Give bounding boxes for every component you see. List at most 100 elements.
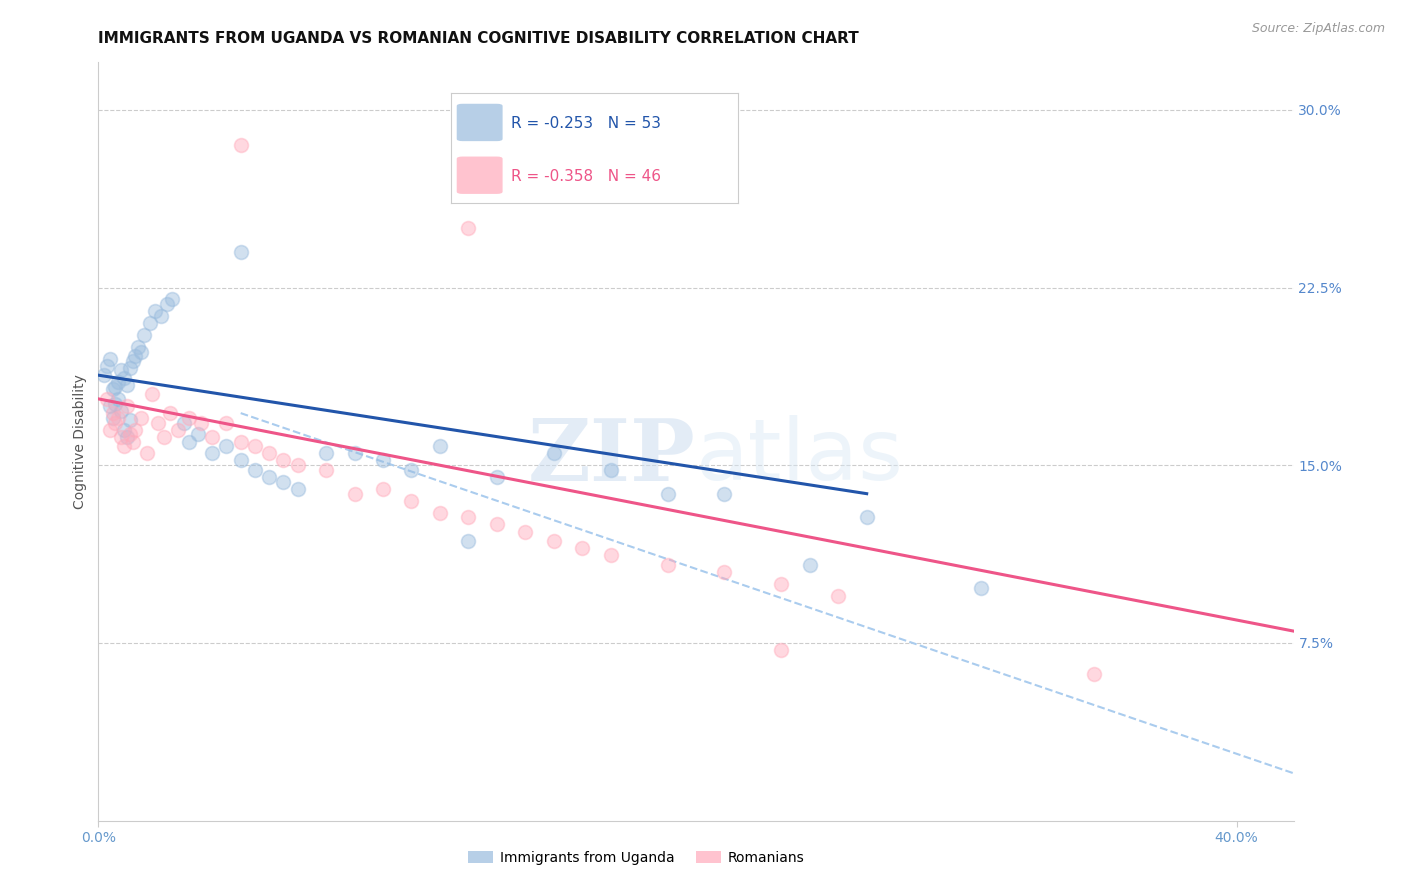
Point — [159, 406, 181, 420]
Point — [162, 293, 184, 307]
Point — [201, 446, 224, 460]
Point — [112, 423, 135, 437]
Point — [179, 434, 201, 449]
Point — [713, 486, 735, 500]
Point — [98, 423, 121, 437]
Point — [657, 486, 679, 500]
Point — [257, 470, 280, 484]
Point — [115, 377, 138, 392]
Point — [273, 453, 295, 467]
Point — [132, 327, 155, 342]
Point — [101, 410, 124, 425]
Point — [315, 463, 337, 477]
Point — [543, 534, 565, 549]
Point — [371, 453, 394, 467]
Legend: Immigrants from Uganda, Romanians: Immigrants from Uganda, Romanians — [463, 846, 810, 871]
Point — [457, 221, 479, 235]
Text: IMMIGRANTS FROM UGANDA VS ROMANIAN COGNITIVE DISABILITY CORRELATION CHART: IMMIGRANTS FROM UGANDA VS ROMANIAN COGNI… — [98, 31, 859, 46]
Point — [215, 416, 238, 430]
Point — [96, 392, 118, 406]
Point — [121, 434, 143, 449]
Point — [515, 524, 537, 539]
Point — [118, 361, 141, 376]
Point — [121, 354, 143, 368]
Point — [141, 387, 163, 401]
Point — [243, 463, 266, 477]
Point — [110, 430, 132, 444]
Text: atlas: atlas — [696, 415, 904, 499]
Point — [156, 297, 179, 311]
Point — [457, 534, 479, 549]
Point — [401, 493, 423, 508]
Point — [201, 430, 224, 444]
Point — [179, 410, 201, 425]
Y-axis label: Cognitive Disability: Cognitive Disability — [73, 374, 87, 509]
Point — [257, 446, 280, 460]
Point — [969, 582, 991, 596]
Point — [343, 486, 366, 500]
Point — [138, 316, 160, 330]
Point — [115, 399, 138, 413]
Point — [571, 541, 593, 556]
Point — [129, 410, 152, 425]
Point — [273, 475, 295, 489]
Point — [129, 344, 152, 359]
Point — [485, 517, 508, 532]
Point — [148, 416, 170, 430]
Point — [98, 351, 121, 366]
Point — [153, 430, 176, 444]
Point — [543, 446, 565, 460]
Point — [599, 548, 621, 563]
Point — [657, 558, 679, 572]
Point — [110, 363, 132, 377]
Point — [101, 406, 124, 420]
Point — [98, 399, 121, 413]
Point — [107, 410, 129, 425]
Point — [229, 244, 252, 259]
Point — [229, 138, 252, 153]
Point — [429, 439, 451, 453]
Point — [101, 383, 124, 397]
Point — [827, 589, 849, 603]
Point — [599, 463, 621, 477]
Point — [401, 463, 423, 477]
Point — [229, 434, 252, 449]
Point — [215, 439, 238, 453]
Point — [112, 370, 135, 384]
Point — [855, 510, 877, 524]
Point — [124, 349, 146, 363]
Point — [343, 446, 366, 460]
Point — [770, 643, 793, 657]
Point — [315, 446, 337, 460]
Point — [190, 416, 212, 430]
Point — [124, 423, 146, 437]
Point — [799, 558, 821, 572]
Point — [104, 396, 127, 410]
Point — [96, 359, 118, 373]
Point — [429, 506, 451, 520]
Point — [135, 446, 157, 460]
Point — [118, 427, 141, 442]
Point — [93, 368, 115, 383]
Point — [287, 458, 309, 473]
Point — [287, 482, 309, 496]
Point — [770, 576, 793, 591]
Point — [150, 309, 173, 323]
Point — [115, 430, 138, 444]
Point — [107, 376, 129, 390]
Point — [104, 416, 127, 430]
Point — [127, 340, 149, 354]
Point — [112, 439, 135, 453]
Point — [110, 403, 132, 417]
Point — [371, 482, 394, 496]
Text: Source: ZipAtlas.com: Source: ZipAtlas.com — [1251, 22, 1385, 36]
Point — [713, 565, 735, 579]
Point — [118, 413, 141, 427]
Point — [143, 304, 166, 318]
Point — [485, 470, 508, 484]
Point — [107, 392, 129, 406]
Point — [243, 439, 266, 453]
Point — [457, 510, 479, 524]
Point — [1083, 666, 1105, 681]
Point — [167, 423, 190, 437]
